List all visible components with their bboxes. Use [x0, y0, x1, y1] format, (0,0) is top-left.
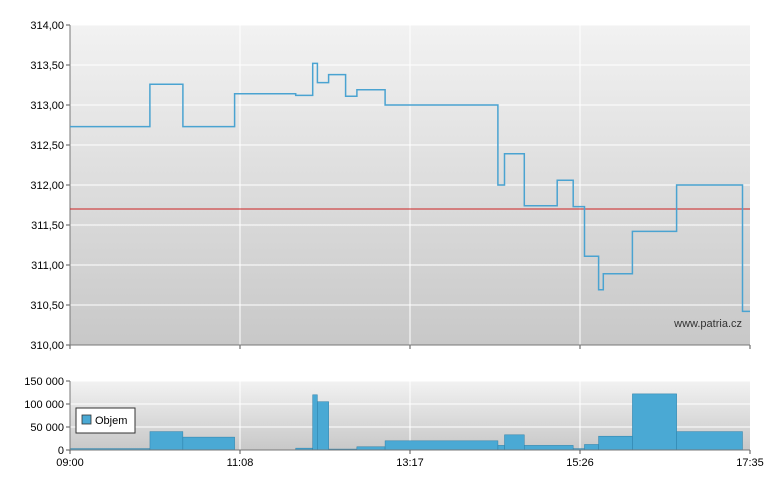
price-y-tick-label: 311,50	[31, 220, 64, 232]
volume-bar	[524, 445, 574, 451]
volume-bar	[317, 401, 329, 451]
volume-bar	[584, 444, 599, 451]
volume-y-tick-label: 150 000	[24, 376, 64, 388]
x-tick-label: 17:35	[736, 457, 764, 469]
x-tick-label: 13:17	[396, 457, 424, 469]
price-y-tick-label: 313,50	[30, 60, 64, 72]
x-tick-label: 15:26	[566, 457, 594, 469]
price-y-tick-label: 314,00	[30, 20, 64, 32]
price-y-tick-label: 313,00	[30, 100, 64, 112]
volume-y-tick-label: 0	[58, 445, 64, 457]
volume-legend: Objem	[75, 407, 136, 434]
x-tick-label: 11:08	[227, 457, 254, 469]
volume-panel: 150 000 100 000 50 000 009:00 11:08 13:17 15:2…	[24, 376, 764, 469]
price-y-tick-label: 312,50	[30, 140, 64, 152]
price-series-line	[70, 62, 750, 313]
volume-bar	[182, 436, 235, 451]
volume-bar	[497, 445, 505, 451]
volume-bar	[676, 431, 743, 451]
legend-swatch	[81, 414, 92, 425]
volume-y-tick-label: 100 000	[24, 399, 64, 411]
x-tick-label: 09:00	[56, 457, 84, 469]
legend-label: Objem	[95, 415, 127, 427]
price-y-tick-label: 310,50	[30, 300, 64, 312]
price-y-tick-label: 312,00	[30, 180, 64, 192]
volume-bar	[312, 394, 318, 451]
price-y-tick-label: 310,00	[30, 340, 64, 352]
volume-bar	[504, 434, 525, 451]
watermark: www.patria.cz	[673, 318, 742, 330]
volume-bar	[149, 431, 184, 451]
volume-bar	[598, 435, 633, 451]
price-y-tick-label: 311,00	[31, 260, 64, 272]
price-panel: 314,00 313,50 313,00 312,50 312,00 311,50 311,…	[30, 20, 751, 352]
volume-y-tick-label: 50 000	[30, 422, 64, 434]
volume-bar	[632, 393, 677, 451]
volume-bar	[384, 440, 499, 451]
